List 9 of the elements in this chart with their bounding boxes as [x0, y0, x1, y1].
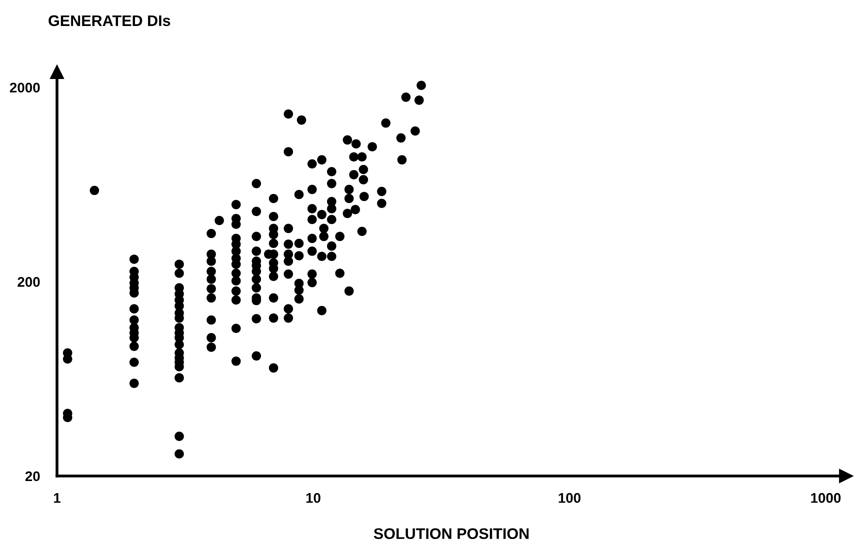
x-tick-label: 100: [558, 493, 580, 503]
y-tick-label: 20: [25, 471, 40, 482]
y-tick-label: 2000: [10, 82, 40, 93]
x-tick-label: 1000: [811, 493, 841, 503]
y-axis-title: GENERATED DIs: [48, 15, 170, 26]
x-tick-label: 1: [54, 493, 60, 503]
x-axis-title: SOLUTION POSITION: [374, 528, 529, 540]
y-tick-label: 200: [18, 277, 40, 287]
x-tick-label: 10: [306, 493, 320, 503]
